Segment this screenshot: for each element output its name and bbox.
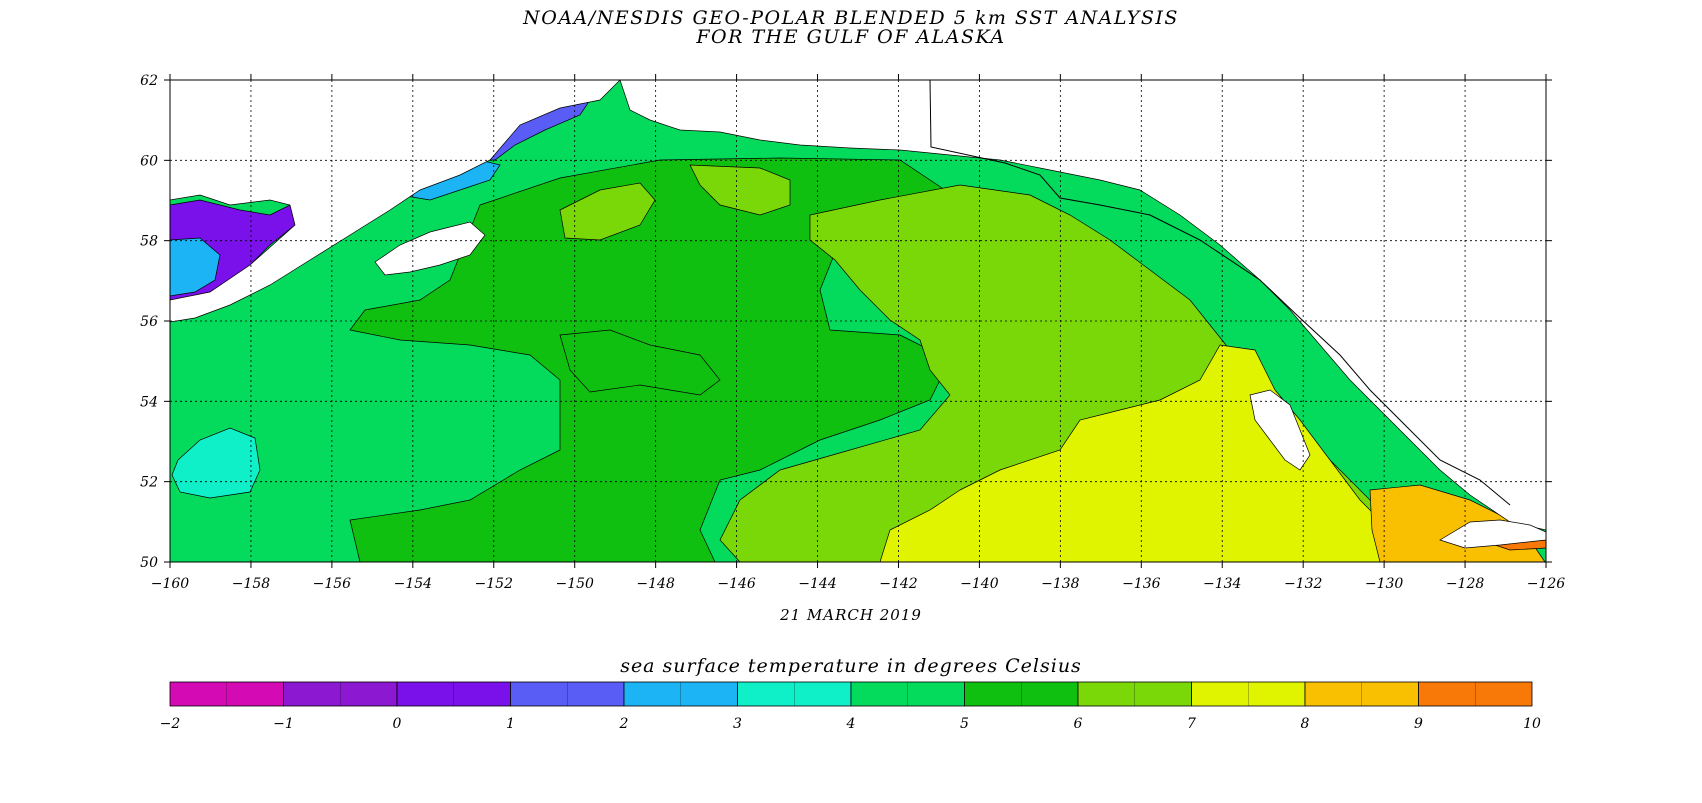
colorbar-label: −2 [160,716,181,732]
lon-tick-label: −148 [636,576,675,592]
lat-tick-label: 60 [140,153,158,169]
map-title-line1: NOAA/NESDIS GEO-POLAR BLENDED 5 km SST A… [523,7,1179,29]
lon-tick-label: −156 [313,576,352,592]
colorbar-title: sea surface temperature in degrees Celsi… [620,655,1082,677]
colorbar-label: 7 [1187,716,1196,732]
lon-tick-label: −130 [1365,576,1404,592]
lon-tick-label: −134 [1203,576,1241,592]
colorbar-label: 2 [619,716,629,732]
lon-tick-label: −158 [232,576,271,592]
lon-tick-label: −150 [555,576,594,592]
lon-tick-label: −146 [717,576,756,592]
sst-region-5-6-tongue [559,329,721,396]
lon-tick-label: −126 [1527,576,1566,592]
lon-tick-label: −142 [879,576,918,592]
land-haida-gwaii [1249,389,1311,471]
lon-tick-label: −132 [1284,576,1323,592]
land-alaska-mainland [619,79,1547,531]
sst-region-6-7-north-patch-2 [689,164,791,216]
sst-region-3-4-patch [171,427,261,499]
colorbar [169,681,1533,707]
colorbar-label: 3 [733,716,742,732]
colorbar-label: 8 [1301,716,1310,732]
map-title-line2: FOR THE GULF OF ALASKA [696,26,1006,48]
lat-tick-label: 56 [140,314,158,330]
longitude-tick-labels: −160 −158 −156 −154 −152 −150 −148 −146 −144 −142… [151,576,1566,592]
colorbar-labels: −2 −1 0 1 2 3 4 5 6 7 8 9 10 [160,716,1541,732]
lat-tick-label: 52 [140,475,158,491]
land-kodiak-island [374,221,486,276]
lat-tick-label: 50 [140,555,158,571]
colorbar-label: 1 [506,716,515,732]
colorbar-label: 4 [846,716,856,732]
lat-tick-label: 62 [140,73,158,89]
lon-tick-label: −136 [1122,576,1161,592]
lon-tick-label: −154 [394,576,432,592]
lon-tick-label: −152 [475,576,514,592]
colorbar-label: 0 [393,716,402,732]
political-boundary [929,79,1511,506]
lon-tick-label: −128 [1446,576,1485,592]
latitude-tick-labels: 50 52 54 56 58 60 62 [140,73,158,571]
colorbar-label: 9 [1414,716,1423,732]
lat-tick-label: 58 [140,234,158,250]
lon-tick-label: −140 [960,576,999,592]
colorbar-label: 6 [1074,716,1083,732]
sst-region-6-7-north-patch [559,182,656,241]
colorbar-label: 5 [960,716,969,732]
colorbar-label: 10 [1523,716,1541,732]
land-alaska-peninsula [169,79,621,323]
lon-tick-label: −138 [1041,576,1080,592]
lon-tick-label: −144 [798,576,836,592]
analysis-date: 21 MARCH 2019 [780,606,922,624]
lat-tick-label: 54 [140,394,158,410]
colorbar-label: −1 [273,716,294,732]
map-frame [169,79,1547,563]
lon-tick-label: −160 [151,576,190,592]
